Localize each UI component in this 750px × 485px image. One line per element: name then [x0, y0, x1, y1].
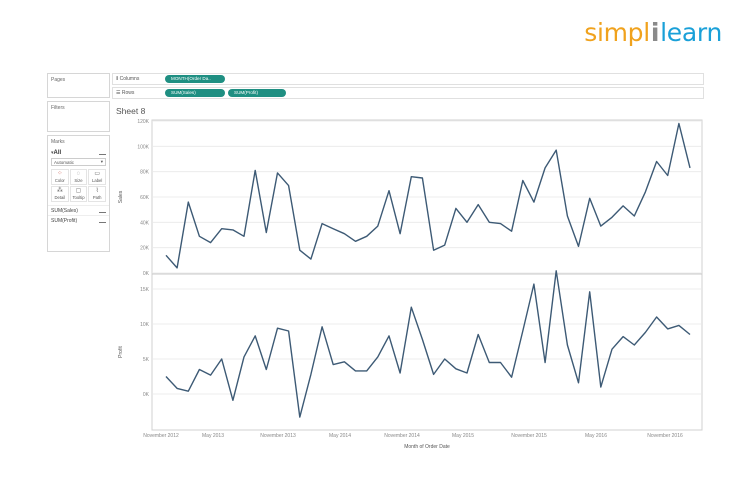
detail-button[interactable]: ⁂ Detail	[51, 186, 69, 202]
columns-label-text: Columns	[119, 76, 140, 82]
detail-button-label: Detail	[54, 195, 66, 200]
x-tick-label: November 2014	[384, 433, 420, 439]
rows-pill-sales[interactable]: SUM(Sales)	[165, 89, 225, 97]
label-icon: ▭	[94, 171, 100, 177]
marks-field-sales[interactable]: SUM(Sales)	[48, 205, 109, 215]
sales-series-line	[165, 122, 691, 269]
pages-pane[interactable]: Pages	[47, 73, 110, 98]
sales-ytick-label: 40K	[140, 220, 150, 226]
marks-all-toggle-icon[interactable]: ▾All	[51, 149, 62, 156]
marks-field-sales-label: SUM(Sales)	[51, 207, 78, 214]
rows-pill-profit[interactable]: SUM(Profit)	[228, 89, 286, 97]
columns-shelf[interactable]: ⦀ Columns MONTH(Order Da..	[112, 73, 704, 85]
filters-pane-title: Filters	[51, 105, 65, 111]
logo-text-bar: i	[650, 18, 660, 47]
chart-area[interactable]: 0K 20K 40K 60K 80K 100K 120K Sales 0K 5K 10K 15K Pro…	[112, 118, 706, 458]
line-mark-icon	[99, 219, 106, 223]
line-mark-icon	[99, 209, 106, 213]
pages-pane-title: Pages	[51, 77, 66, 83]
color-button-label: Color	[54, 178, 65, 183]
detail-icon: ⁂	[56, 188, 63, 194]
x-tick-label: November 2012	[143, 433, 179, 439]
rows-shelf-label: ☰ Rows	[116, 90, 135, 96]
profit-ytick-label: 15K	[140, 287, 150, 293]
marks-all-row[interactable]: ▾All	[48, 148, 109, 157]
color-dots-icon: ⁘	[57, 171, 63, 177]
x-axis-label: Month of Order Date	[404, 444, 450, 450]
x-tick-label: November 2016	[647, 433, 683, 439]
path-icon: ⌇	[95, 188, 99, 194]
label-button-label: Label	[92, 178, 103, 183]
rows-shelf[interactable]: ☰ Rows SUM(Sales) SUM(Profit)	[112, 87, 704, 99]
x-tick-label: May 2014	[329, 433, 351, 439]
line-mark-icon	[99, 151, 106, 155]
profit-ytick-label: 5K	[143, 357, 150, 363]
size-button[interactable]: ◌ Size	[69, 169, 88, 185]
sales-ytick-label: 60K	[140, 195, 150, 201]
rows-label-text: Rows	[121, 90, 135, 96]
logo-text-simpl: simpl	[584, 18, 650, 47]
marks-field-profit-label: SUM(Profit)	[51, 217, 78, 224]
mark-cards-grid: ⁘ Color ◌ Size ▭ Label ⁂ Detail ▢ Tooltip ⌇ Pa…	[51, 169, 106, 202]
color-button[interactable]: ⁘ Color	[51, 169, 69, 185]
profit-series-line	[165, 270, 691, 418]
size-icon: ◌	[76, 171, 81, 177]
profit-ytick-label: 10K	[140, 322, 150, 328]
brand-logo: simplilearn	[584, 18, 722, 47]
mark-type-value: Automatic	[54, 159, 75, 165]
profit-ytick-label: 0K	[143, 392, 150, 398]
columns-shelf-label: ⦀ Columns	[116, 76, 140, 82]
tooltip-button[interactable]: ▢ Tooltip	[69, 186, 88, 202]
sales-ytick-label: 20K	[140, 246, 150, 252]
sales-ytick-label: 100K	[137, 144, 149, 150]
profit-axis-label: Profit	[118, 346, 124, 358]
size-button-label: Size	[74, 178, 83, 183]
x-tick-label: May 2016	[585, 433, 607, 439]
path-button[interactable]: ⌇ Path	[88, 186, 106, 202]
marks-pane-title: Marks	[51, 139, 65, 145]
chart-svg[interactable]: 0K 20K 40K 60K 80K 100K 120K Sales 0K 5K 10K 15K Pro…	[112, 118, 706, 458]
marks-all-label: All	[53, 149, 62, 156]
path-button-label: Path	[92, 195, 102, 200]
sales-ytick-label: 120K	[137, 119, 149, 125]
filters-pane[interactable]: Filters	[47, 101, 110, 132]
columns-pill-month-order-date[interactable]: MONTH(Order Da..	[165, 75, 225, 83]
x-tick-label: May 2013	[202, 433, 224, 439]
tooltip-button-label: Tooltip	[72, 195, 85, 200]
marks-field-profit[interactable]: SUM(Profit)	[48, 215, 109, 225]
sheet-title[interactable]: Sheet 8	[116, 106, 146, 116]
sales-ytick-label: 80K	[140, 170, 150, 176]
x-tick-label: November 2015	[511, 433, 547, 439]
x-tick-label: November 2013	[260, 433, 296, 439]
x-tick-label: May 2015	[452, 433, 474, 439]
logo-text-learn: learn	[660, 18, 722, 47]
chevron-down-icon: ▾	[100, 159, 103, 164]
label-button[interactable]: ▭ Label	[88, 169, 106, 185]
mark-type-dropdown[interactable]: Automatic ▾	[51, 158, 106, 166]
tooltip-icon: ▢	[75, 188, 82, 194]
marks-pane: Marks ▾All Automatic ▾ ⁘ Color ◌ Size ▭ Lab…	[47, 135, 110, 252]
sales-ytick-label: 0K	[143, 271, 150, 277]
sales-axis-label: Sales	[118, 190, 124, 203]
plot-frame	[151, 119, 703, 431]
